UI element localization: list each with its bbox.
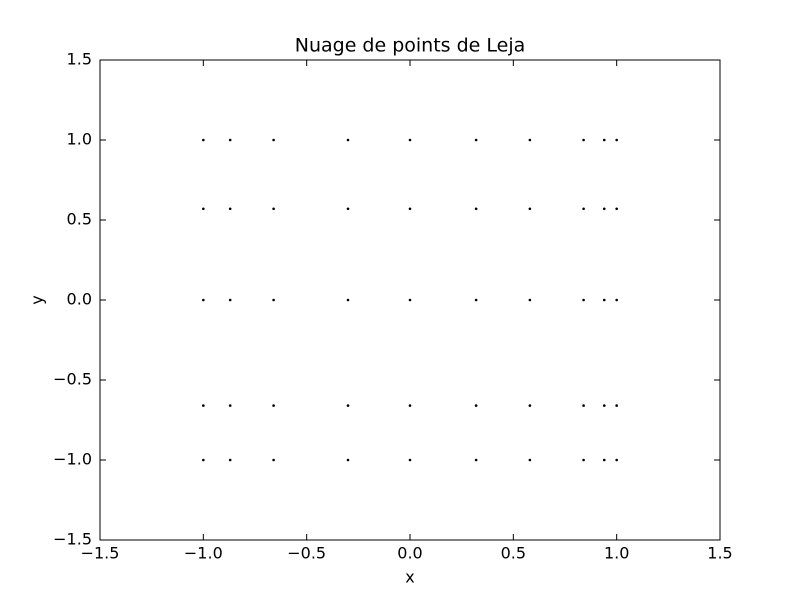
y-tick-label: 0.0 xyxy=(67,290,92,309)
point xyxy=(272,404,275,407)
point xyxy=(408,404,412,407)
point xyxy=(582,458,585,462)
y-tick-label: 0.5 xyxy=(67,210,92,229)
x-axis-label: x xyxy=(405,568,414,587)
point xyxy=(474,207,478,211)
point xyxy=(272,458,275,462)
y-tick-label: 1.0 xyxy=(67,130,92,149)
chart-title: Nuage de points de Leja xyxy=(295,35,526,57)
point xyxy=(474,138,478,142)
point xyxy=(474,458,478,462)
point xyxy=(602,207,606,211)
point xyxy=(202,207,205,211)
x-tick-label: 1.0 xyxy=(604,544,629,563)
point xyxy=(602,404,606,407)
point xyxy=(408,458,412,462)
plot-frame xyxy=(99,59,721,541)
point xyxy=(202,404,205,407)
point xyxy=(602,458,606,462)
y-tick-label: 1.5 xyxy=(67,50,92,69)
point xyxy=(272,298,275,302)
point xyxy=(408,138,412,142)
point xyxy=(346,138,350,142)
x-tick-label: 1.5 xyxy=(707,544,732,563)
point xyxy=(615,404,618,407)
point xyxy=(528,404,532,407)
point xyxy=(202,458,205,462)
point xyxy=(615,207,618,211)
point xyxy=(582,404,585,407)
point xyxy=(346,458,350,462)
y-tick-label: −0.5 xyxy=(53,370,92,389)
point xyxy=(228,207,232,211)
point xyxy=(202,298,205,302)
point xyxy=(582,207,585,211)
x-tick-label: 0.0 xyxy=(397,544,422,563)
point xyxy=(615,138,618,142)
point xyxy=(228,458,232,462)
point xyxy=(615,458,618,462)
point xyxy=(272,138,275,142)
x-tick-label: −1.0 xyxy=(184,544,223,563)
point xyxy=(582,138,585,142)
point xyxy=(474,404,478,407)
point xyxy=(228,138,232,142)
point xyxy=(528,458,532,462)
y-tick-label: −1.5 xyxy=(53,530,92,549)
point xyxy=(272,207,275,211)
point xyxy=(228,404,232,407)
point xyxy=(602,138,606,142)
point xyxy=(408,298,412,302)
point xyxy=(582,298,585,302)
point xyxy=(346,207,350,211)
y-tick-label: −1.0 xyxy=(53,450,92,469)
point xyxy=(346,404,350,407)
point xyxy=(528,207,532,211)
x-tick-label: 0.5 xyxy=(501,544,526,563)
point xyxy=(202,138,205,142)
point xyxy=(228,298,232,302)
point xyxy=(346,298,350,302)
x-tick-label: −0.5 xyxy=(287,544,326,563)
point xyxy=(615,298,618,302)
point xyxy=(528,138,532,142)
point xyxy=(528,298,532,302)
point xyxy=(474,298,478,302)
point xyxy=(408,207,412,211)
x-tick-label: −1.5 xyxy=(81,544,120,563)
y-axis-label: y xyxy=(28,295,47,304)
point xyxy=(602,298,606,302)
